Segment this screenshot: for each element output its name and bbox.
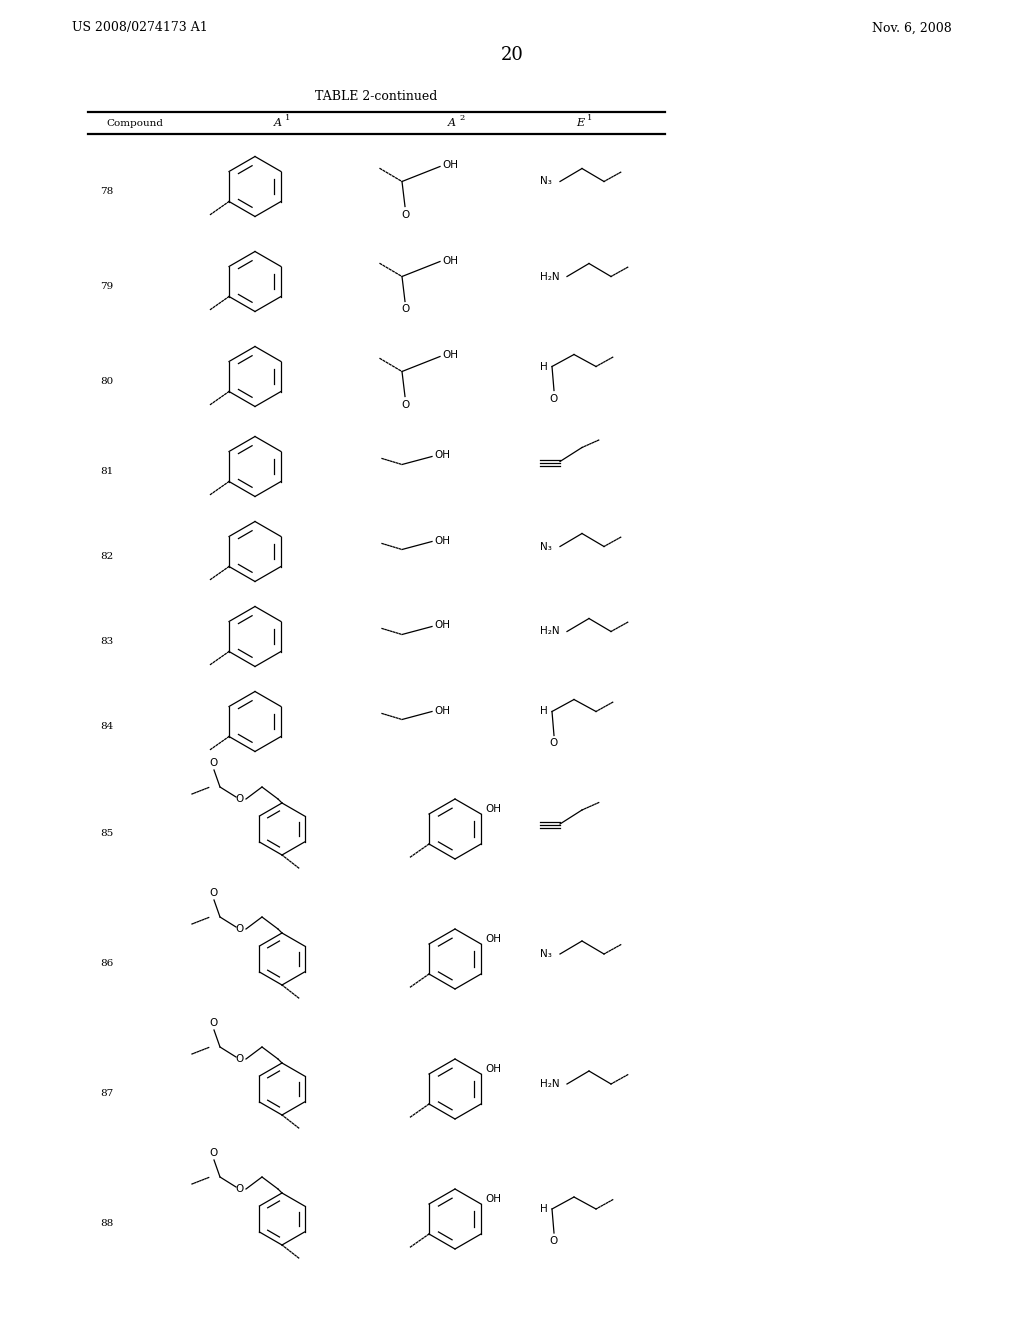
Text: 81: 81 bbox=[100, 467, 114, 477]
Text: Compound: Compound bbox=[106, 119, 164, 128]
Text: 84: 84 bbox=[100, 722, 114, 731]
Text: O: O bbox=[210, 1148, 218, 1158]
Text: H: H bbox=[540, 1204, 548, 1214]
Text: 2: 2 bbox=[459, 114, 464, 121]
Text: 1: 1 bbox=[285, 114, 291, 121]
Text: O: O bbox=[236, 924, 244, 935]
Text: OH: OH bbox=[485, 935, 501, 944]
Text: O: O bbox=[550, 738, 558, 748]
Text: O: O bbox=[236, 1184, 244, 1195]
Text: OH: OH bbox=[485, 804, 501, 814]
Text: OH: OH bbox=[442, 256, 458, 265]
Text: H₂N: H₂N bbox=[540, 272, 560, 281]
Text: 82: 82 bbox=[100, 552, 114, 561]
Text: N₃: N₃ bbox=[540, 177, 552, 186]
Text: 80: 80 bbox=[100, 378, 114, 385]
Text: 78: 78 bbox=[100, 187, 114, 195]
Text: O: O bbox=[210, 758, 218, 768]
Text: H: H bbox=[540, 362, 548, 371]
Text: OH: OH bbox=[442, 161, 458, 170]
Text: 20: 20 bbox=[501, 46, 523, 63]
Text: H₂N: H₂N bbox=[540, 627, 560, 636]
Text: O: O bbox=[550, 1236, 558, 1246]
Text: A: A bbox=[449, 117, 456, 128]
Text: OH: OH bbox=[434, 450, 450, 461]
Text: US 2008/0274173 A1: US 2008/0274173 A1 bbox=[72, 21, 208, 34]
Text: O: O bbox=[550, 393, 558, 404]
Text: 87: 87 bbox=[100, 1089, 114, 1098]
Text: OH: OH bbox=[485, 1195, 501, 1204]
Text: OH: OH bbox=[485, 1064, 501, 1074]
Text: A: A bbox=[274, 117, 282, 128]
Text: 88: 88 bbox=[100, 1220, 114, 1229]
Text: H₂N: H₂N bbox=[540, 1078, 560, 1089]
Text: 1: 1 bbox=[587, 114, 592, 121]
Text: OH: OH bbox=[434, 705, 450, 715]
Text: E: E bbox=[575, 117, 584, 128]
Text: O: O bbox=[210, 888, 218, 898]
Text: OH: OH bbox=[442, 351, 458, 360]
Text: OH: OH bbox=[434, 536, 450, 545]
Text: O: O bbox=[236, 1053, 244, 1064]
Text: O: O bbox=[400, 210, 410, 219]
Text: O: O bbox=[400, 400, 410, 409]
Text: 79: 79 bbox=[100, 282, 114, 290]
Text: N₃: N₃ bbox=[540, 949, 552, 960]
Text: TABLE 2-continued: TABLE 2-continued bbox=[315, 91, 437, 103]
Text: O: O bbox=[210, 1018, 218, 1028]
Text: 86: 86 bbox=[100, 960, 114, 969]
Text: Nov. 6, 2008: Nov. 6, 2008 bbox=[872, 21, 952, 34]
Text: O: O bbox=[236, 795, 244, 804]
Text: OH: OH bbox=[434, 620, 450, 631]
Text: H: H bbox=[540, 706, 548, 717]
Text: 85: 85 bbox=[100, 829, 114, 838]
Text: N₃: N₃ bbox=[540, 541, 552, 552]
Text: O: O bbox=[400, 305, 410, 314]
Text: 83: 83 bbox=[100, 638, 114, 645]
